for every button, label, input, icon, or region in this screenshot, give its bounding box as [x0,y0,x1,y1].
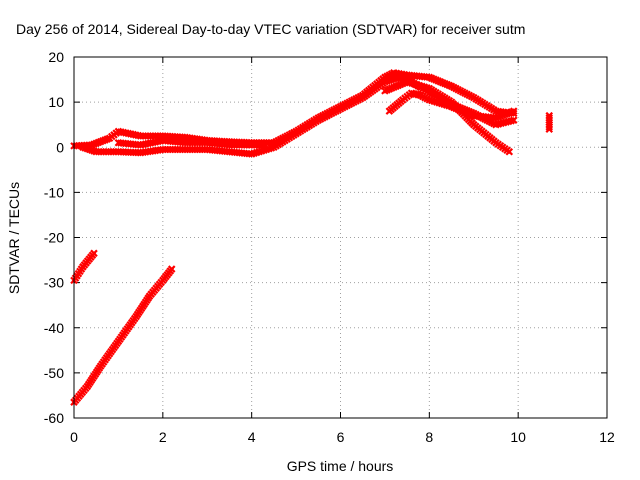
y-tick-label: 20 [48,49,64,65]
plot-frame [73,56,608,419]
data-point [261,141,269,149]
tick-labels: 0 2 4 6 8 10 12 -60 -50 -40 -30 -20 -10 0 10 20 [44,49,615,445]
series-track-mid [114,136,269,149]
chart-title: Day 256 of 2014, Sidereal Day-to-day VTE… [16,21,525,37]
y-tick-label: 10 [48,94,64,110]
y-tick-label: -20 [44,230,64,246]
data-point [509,116,518,124]
x-tick-label: 2 [159,429,167,445]
data-point [509,107,518,115]
y-tick-label: -10 [44,184,64,200]
y-tick-label: -40 [44,320,64,336]
x-tick-label: 12 [599,429,615,445]
y-tick-label: -50 [44,365,64,381]
x-tick-label: 6 [337,429,345,445]
data-point [167,265,176,273]
data-point [545,114,554,122]
series-track-late [385,89,518,122]
x-tick-label: 0 [70,429,78,445]
y-tick-label: -60 [44,410,64,426]
x-axis-label: GPS time / hours [287,458,394,474]
data-point [545,111,554,120]
series-track-isolated [545,111,554,133]
x-tick-label: 8 [425,429,433,445]
series-track-low-b [70,249,98,285]
series-track-low-a [70,265,176,406]
x-tick-label: 10 [510,429,526,445]
data-points [70,69,554,406]
y-tick-label: -30 [44,275,64,291]
data-point [90,249,98,258]
y-axis-label: SDTVAR / TECUs [6,182,22,294]
x-tick-label: 4 [248,429,256,445]
data-point [505,147,514,156]
y-tick-label: 0 [56,139,64,155]
